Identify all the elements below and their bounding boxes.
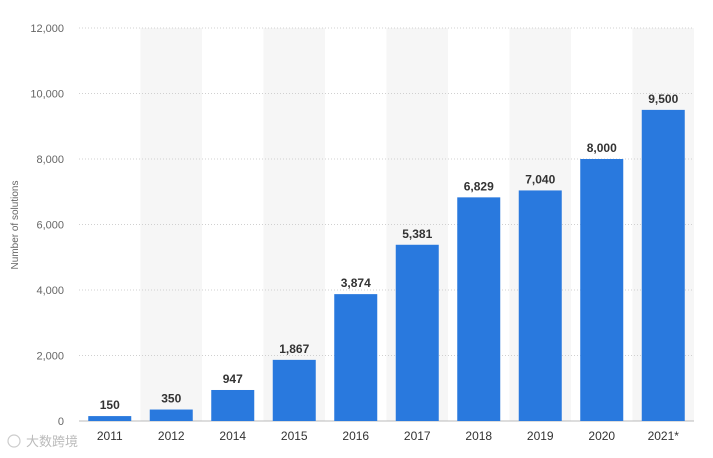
x-tick-label-2012: 2012 [158,429,185,443]
data-label-2012: 350 [161,392,181,406]
bars [88,109,685,421]
y-tick-label-2: 4,000 [36,285,64,297]
bar-2016 [334,294,378,421]
data-label-2019: 7,040 [525,172,555,186]
bar-2017 [395,244,439,421]
data-label-2011: 150 [100,398,120,412]
x-tick-label-2019: 2019 [527,429,554,443]
y-tick-label-5: 10,000 [30,89,64,101]
data-label-2016: 3,874 [341,276,371,290]
bar-2018 [457,197,501,421]
bar-2019 [518,190,562,421]
band-1 [140,28,202,421]
y-axis-ticks: 0 2,000 4,000 6,000 8,000 10,000 12,000 [30,23,64,428]
band-3 [263,28,325,421]
y-tick-label-1: 2,000 [36,351,64,363]
y-tick-label-0: 0 [58,416,64,428]
y-tick-label-6: 12,000 [30,23,64,35]
data-label-2014: 947 [223,372,243,386]
bar-2012 [149,409,193,421]
bar-2014 [211,389,255,421]
bar-2020 [580,159,624,421]
x-tick-label-2011: 2011 [97,429,123,443]
x-axis-ticks: 2011 2012 2014 2015 2016 2017 2018 2019 2020 2021… [97,429,679,443]
data-label-2020: 8,000 [587,141,617,155]
data-label-2017: 5,381 [402,227,432,241]
watermark-text: 大数跨境 [26,434,78,449]
x-tick-label-2021*: 2021* [648,429,680,443]
data-labels: 150 350 947 1,867 3,874 5,381 6,829 7,040 8,000 9… [100,92,679,412]
data-label-2021*: 9,500 [648,92,678,106]
y-axis-label: Number of solutions [10,181,21,270]
x-tick-label-2014: 2014 [219,429,246,443]
bar-2021* [641,109,685,421]
x-tick-label-2017: 2017 [404,429,431,443]
watermark: 大数跨境 [7,434,78,449]
data-label-2018: 6,829 [464,179,494,193]
x-tick-label-2015: 2015 [281,429,308,443]
y-tick-label-4: 8,000 [36,154,64,166]
bar-2015 [272,359,316,421]
watermark-logo-icon [7,434,21,448]
x-tick-label-2020: 2020 [588,429,615,443]
data-label-2015: 1,867 [279,342,309,356]
bar-2011 [88,416,132,421]
x-tick-label-2016: 2016 [342,429,369,443]
x-tick-label-2018: 2018 [465,429,492,443]
y-tick-label-3: 6,000 [36,220,64,232]
